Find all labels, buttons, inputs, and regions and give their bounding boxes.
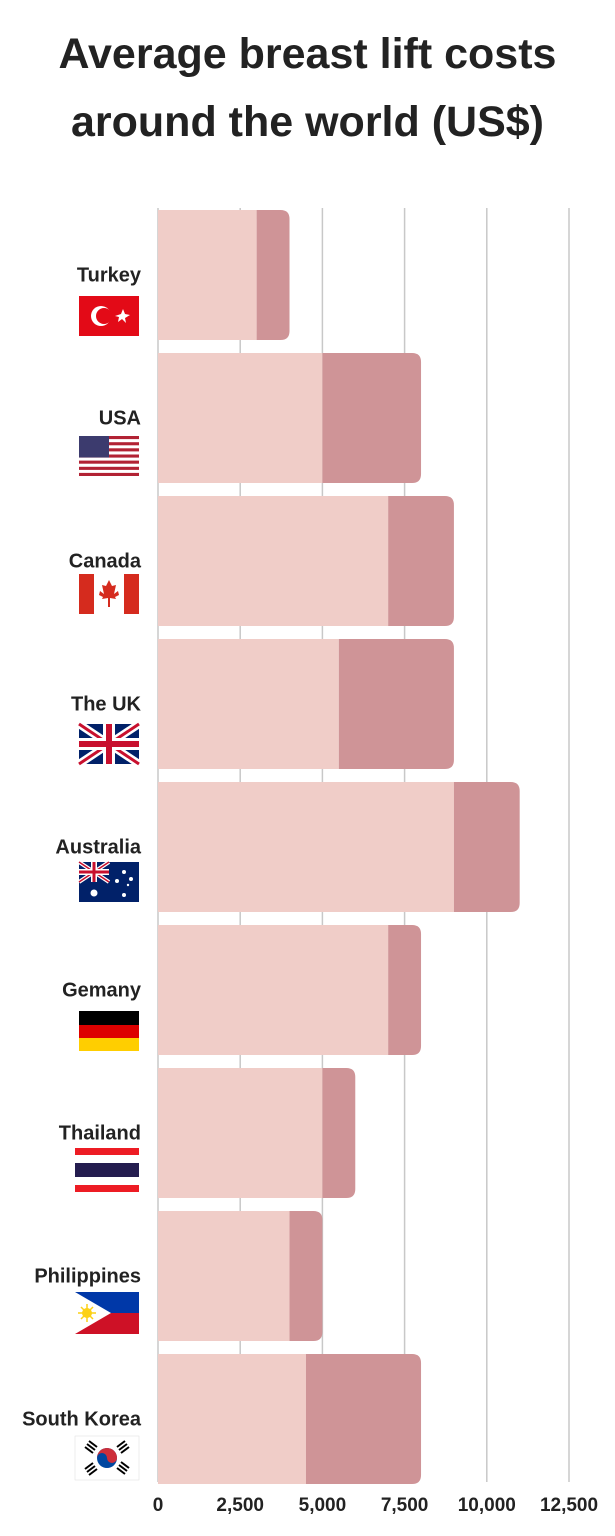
category-label: Canada [69,550,142,572]
bar-segment [158,925,389,1055]
flag-south-korea [74,1435,140,1481]
category-label: Thailand [59,1122,141,1144]
flag-thailand [75,1148,139,1192]
category-label: Gemany [62,979,142,1001]
x-tick-label: 2,500 [216,1495,264,1516]
bar-segment [289,1211,323,1341]
x-tick-label: 5,000 [299,1495,347,1516]
bar-segment [158,1354,306,1484]
bar-segment [388,496,454,626]
flag-australia [77,860,139,902]
x-tick-label: 0 [153,1495,164,1516]
bar-segment [322,1068,356,1198]
category-label: South Korea [22,1408,142,1430]
bar-segment [158,639,339,769]
bar-segment [322,353,422,483]
category-label: Turkey [77,264,142,286]
flag-canada [79,574,139,614]
bar-segment [338,639,454,769]
x-tick-label: 7,500 [381,1495,429,1516]
x-tick-label: 10,000 [458,1495,516,1516]
flag-turkey [79,296,139,336]
labels: 0 2,500 5,000 7,500 10,000 12,500 Turkey USA Can… [22,264,598,1516]
bar-segment [158,496,389,626]
bar-segment [158,782,454,912]
category-label: The UK [71,693,142,715]
flags [74,296,142,1481]
chart-title: Average breast lift costs around the wor… [58,30,557,146]
bar-segment [158,353,323,483]
flag-germany [79,1011,139,1051]
category-label: Philippines [34,1265,141,1287]
bar-segment [453,782,520,912]
flag-uk [76,720,142,768]
flag-usa [79,436,139,476]
bar-segment [158,210,257,340]
category-label: Australia [55,836,141,858]
bar-segment [305,1354,422,1484]
bar-segment [388,925,422,1055]
bar-segment [158,1068,323,1198]
category-label: USA [99,407,141,429]
bar-segment [158,1211,290,1341]
bars [158,210,520,1484]
flag-philippines [75,1292,139,1334]
x-tick-label: 12,500 [540,1495,598,1516]
bar-segment [256,210,290,340]
